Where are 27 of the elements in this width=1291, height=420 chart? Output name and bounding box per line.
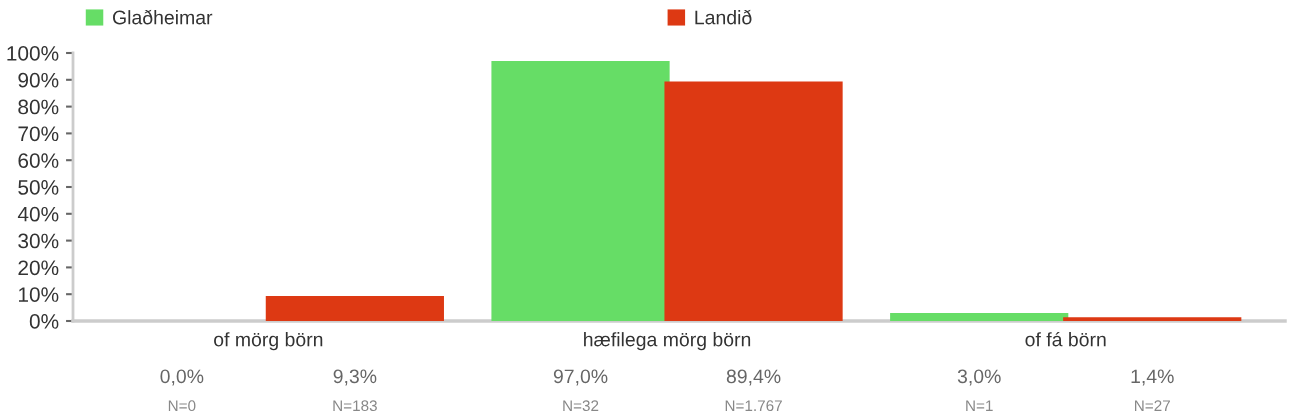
data-label: 89,4% N=1.767 [725, 369, 782, 412]
bar [890, 312, 1069, 321]
bar [491, 61, 670, 321]
data-label: 9,3% N=183 [333, 369, 377, 412]
legend-label: Landið [695, 9, 752, 25]
y-tick-label: 100% [7, 46, 59, 61]
x-tick-label: of fá börn [1025, 331, 1106, 347]
y-tick-label: 0% [29, 314, 59, 329]
y-tick-label: 70% [18, 126, 59, 142]
bar [265, 296, 444, 321]
y-tick-label: 10% [19, 287, 59, 302]
y-tick-label: 40% [17, 206, 59, 222]
y-tick-label: 30% [18, 233, 59, 249]
bar [1063, 317, 1242, 321]
data-label: 0,0% N=0 [160, 369, 204, 412]
data-label: 97,0% N=32 [553, 369, 608, 412]
x-tick-label: hæfilega mörg börn [584, 332, 751, 351]
y-tick-label: 50% [18, 180, 59, 195]
y-tick-label: 20% [18, 260, 59, 276]
data-label: 3,0% N=1 [957, 369, 1001, 411]
bar [664, 81, 843, 321]
x-tick-label: of mörg börn [214, 332, 323, 351]
legend-label: Glaðheimar [113, 9, 213, 25]
y-tick-label: 60% [18, 153, 59, 168]
y-tick-label: 80% [18, 99, 59, 115]
data-label: 1,4% N=27 [1131, 369, 1174, 411]
y-tick-label: 90% [18, 72, 59, 88]
